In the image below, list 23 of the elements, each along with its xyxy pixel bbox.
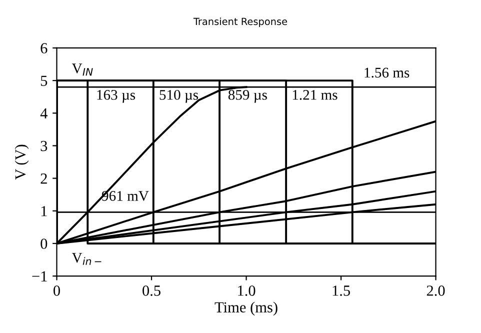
x-tick-label: 2.0 — [426, 286, 445, 296]
y-tick-label: 3 — [40, 140, 48, 152]
y-tick-label: 2 — [40, 173, 47, 184]
y-tick-label: 5 — [40, 76, 48, 86]
y-tick-label: −1 — [32, 271, 47, 282]
x-tick-label: 1.5 — [332, 286, 350, 296]
x-tick-label: 0 — [54, 286, 60, 296]
annotation: 163 µs — [97, 90, 136, 103]
chart-title: Transient Response — [193, 18, 288, 27]
annotation: 510 µs — [160, 90, 198, 103]
x-tick-label: 1.0 — [238, 286, 256, 296]
annotation: 1.21 ms — [292, 90, 338, 100]
y-tick-label: 0 — [40, 238, 48, 249]
y-axis-title: V (V) — [14, 144, 29, 180]
annotation: 859 µs — [228, 90, 267, 103]
annotation: V$_{IN}$ — [72, 64, 93, 76]
x-axis-title: Time (ms) — [214, 302, 278, 316]
x-tick-label: 0.5 — [142, 286, 160, 296]
y-tick-label: 4 — [40, 108, 48, 118]
annotation: V$_{in−}$ — [72, 252, 102, 265]
y-tick-label: 6 — [40, 43, 48, 54]
y-tick-label: 1 — [41, 206, 47, 216]
annotation: 1.56 ms — [364, 68, 410, 78]
